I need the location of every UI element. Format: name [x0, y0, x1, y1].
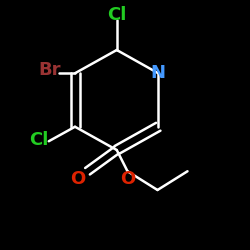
Text: Br: Br — [39, 61, 61, 79]
Text: O: O — [70, 170, 85, 188]
Text: O: O — [120, 170, 135, 188]
Text: Cl: Cl — [29, 131, 48, 149]
Text: Cl: Cl — [107, 6, 126, 24]
Text: N: N — [151, 64, 166, 82]
